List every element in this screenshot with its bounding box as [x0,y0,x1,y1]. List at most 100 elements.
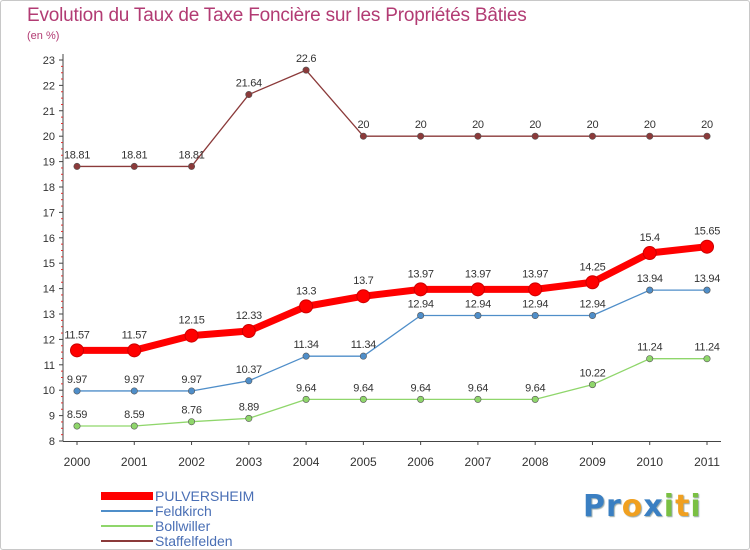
data-label: 18.81 [179,149,205,161]
series-line-staffelfelden [77,69,707,168]
legend-label: Feldkirch [155,503,212,519]
data-label: 9.97 [181,374,201,386]
data-point [73,162,81,170]
data-point [588,381,596,389]
data-point [646,132,654,140]
data-label: 11.57 [64,329,89,341]
y-tick-label: 8 [49,436,55,448]
data-label: 11.57 [122,329,147,341]
data-point [474,312,482,320]
x-tick-label: 2005 [350,455,377,469]
data-label: 9.97 [124,374,144,386]
data-label: 20 [529,119,541,131]
data-label: 20 [701,119,713,131]
data-point [703,286,711,294]
data-label: 8.89 [239,401,259,413]
data-label: 21.64 [236,78,262,90]
data-point [245,414,253,422]
logo-letter: i [663,489,676,524]
data-label: 14.25 [579,261,605,273]
y-tick-label: 10 [43,385,55,397]
legend-swatch [101,489,153,504]
data-label: 18.81 [121,149,147,161]
data-label: 12.94 [408,299,434,311]
data-label: 13.97 [522,268,548,280]
y-tick-label: 23 [43,55,55,67]
x-tick-label: 2011 [694,455,720,469]
series-line-bollwiller [77,358,707,427]
logo-letter: x [643,489,664,524]
data-label: 15.4 [640,232,660,244]
data-point [188,387,196,395]
y-tick-label: 19 [43,157,55,169]
data-point [588,312,596,320]
y-tick-label: 12 [43,334,55,346]
y-tick-label: 20 [43,131,55,143]
data-point [299,299,314,314]
data-label: 13.94 [637,273,663,285]
data-point [703,132,711,140]
data-point [130,387,138,395]
data-label: 11.34 [351,339,376,351]
data-label: 9.97 [67,374,87,386]
y-tick-label: 15 [43,258,55,270]
data-point [646,286,654,294]
data-point [302,395,310,403]
data-point [417,395,425,403]
data-label: 12.94 [522,299,548,311]
data-point [241,324,256,339]
data-label: 15.65 [694,226,720,238]
x-tick-label: 2006 [407,455,434,469]
data-point [417,132,425,140]
y-tick-label: 14 [43,284,55,296]
data-point [188,418,196,426]
proxiti-logo: Proxiti [583,489,702,524]
data-label: 12.15 [179,315,205,327]
data-label: 20 [358,119,370,131]
data-point [70,343,84,358]
data-point [302,66,310,74]
data-point [642,246,657,261]
data-label: 12.94 [465,299,491,311]
data-label: 11.24 [637,342,662,354]
data-point [130,422,138,430]
logo-letter: r [606,489,622,524]
x-tick-label: 2002 [178,455,205,469]
data-point [359,352,367,360]
data-label: 13.97 [465,268,491,280]
y-tick-label: 17 [43,207,55,219]
data-point [73,387,81,395]
data-label: 11.24 [694,342,719,354]
legend-swatch [101,519,153,534]
data-label: 13.7 [353,275,373,287]
data-point [528,282,543,297]
chart-title: Evolution du Taux de Taxe Foncière sur l… [27,5,527,26]
data-point [474,395,482,403]
data-point [531,132,539,140]
data-label: 9.64 [353,382,373,394]
legend-swatch [101,504,153,519]
series-line-pulversheim [77,243,708,354]
data-label: 9.64 [296,382,316,394]
x-tick-label: 2004 [293,455,320,469]
data-point [302,352,310,360]
legend-swatch [101,534,153,549]
x-tick-label: 2000 [64,455,91,469]
data-label: 12.94 [579,299,605,311]
data-label: 11.34 [293,339,318,351]
chart-subtitle: (en %) [27,30,60,42]
data-point [531,312,539,320]
data-point [700,239,714,254]
data-label: 8.76 [181,405,201,417]
data-label: 13.3 [296,285,316,297]
legend-label: Staffelfelden [155,533,233,549]
data-point [245,377,253,385]
data-point [531,395,539,403]
logo-letter: t [675,489,691,524]
y-tick-label: 18 [43,182,55,194]
data-point [245,91,253,99]
data-label: 18.81 [64,149,90,161]
series-line-feldkirch [77,289,707,392]
data-label: 8.59 [67,409,87,421]
data-label: 13.94 [694,273,720,285]
